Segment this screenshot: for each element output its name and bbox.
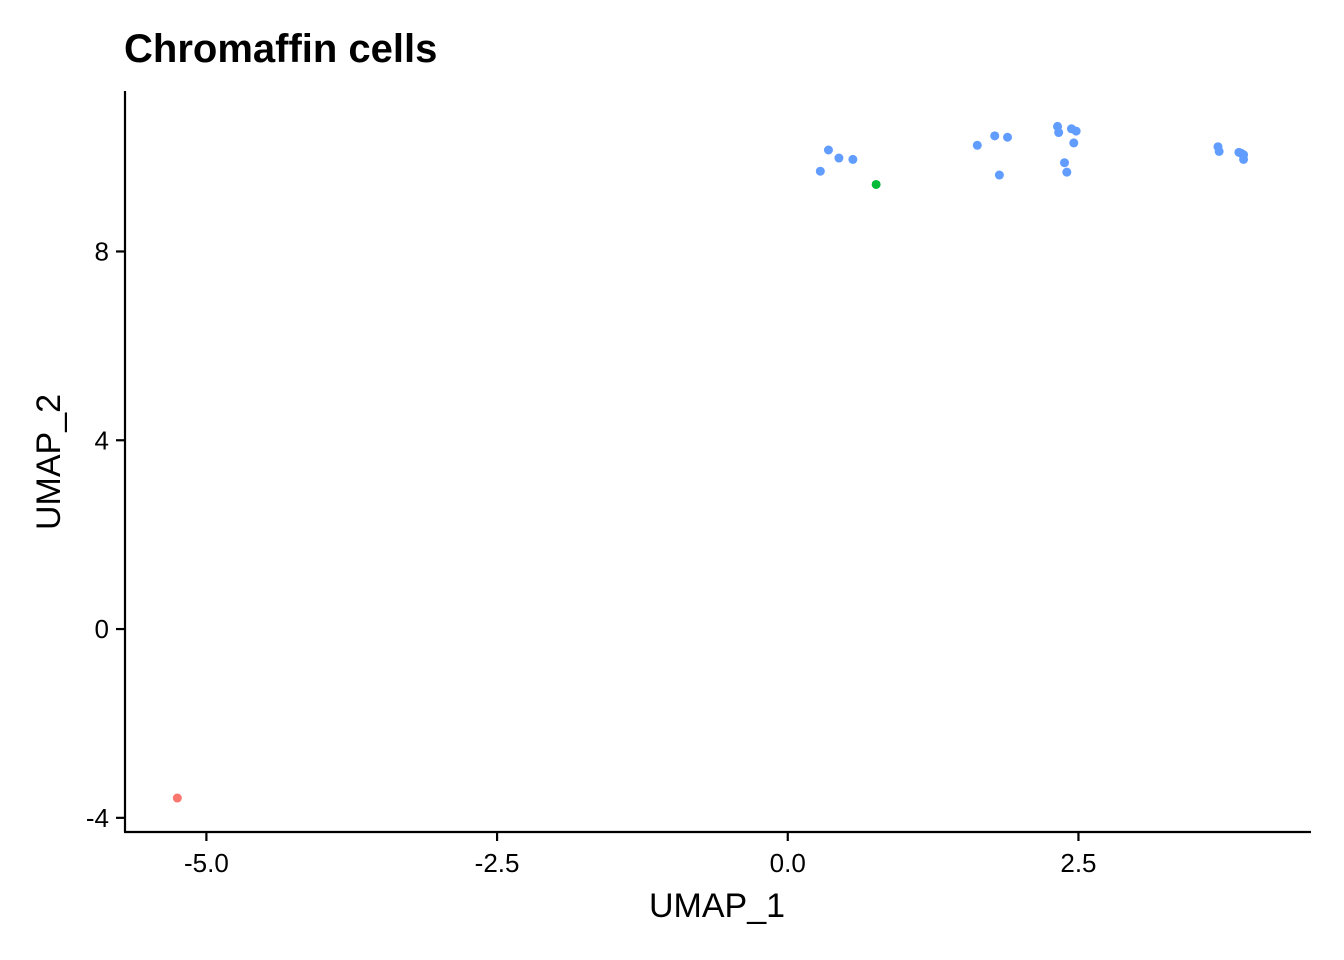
data-point-series-1 [172,793,182,803]
x-tick-label: 2.5 [1060,848,1096,878]
data-point-series-3 [1069,138,1079,148]
y-tick-label: 0 [95,614,109,644]
data-point-series-3 [834,153,844,163]
y-tick-label: -4 [86,803,109,833]
data-point-series-3 [990,131,1000,141]
data-point-series-3 [994,170,1004,180]
chart-title: Chromaffin cells [124,27,437,71]
x-axis-title: UMAP_1 [649,887,785,925]
data-point-series-3 [972,140,982,150]
data-point-series-3 [1003,132,1013,142]
data-point-series-3 [1062,167,1072,177]
y-axis-ticks: -4 0 4 8 [86,236,125,833]
scatter-points [172,121,1249,803]
data-point-series-3 [1071,126,1081,136]
x-tick-label: -5.0 [184,848,229,878]
x-axis-ticks: -5.0 -2.5 0.0 2.5 [184,832,1097,878]
data-point-series-2 [871,179,881,189]
data-point-series-3 [823,145,833,155]
x-tick-label: 0.0 [770,848,806,878]
x-tick-label: -2.5 [475,848,520,878]
y-axis-title: UMAP_2 [30,394,68,530]
data-point-series-3 [1054,128,1064,138]
data-point-series-3 [1236,148,1246,158]
y-tick-label: 8 [95,236,109,266]
data-point-series-3 [848,154,858,164]
data-point-series-3 [1059,158,1069,168]
y-tick-label: 4 [95,425,109,455]
data-point-series-3 [1214,146,1224,156]
data-point-series-3 [815,166,825,176]
